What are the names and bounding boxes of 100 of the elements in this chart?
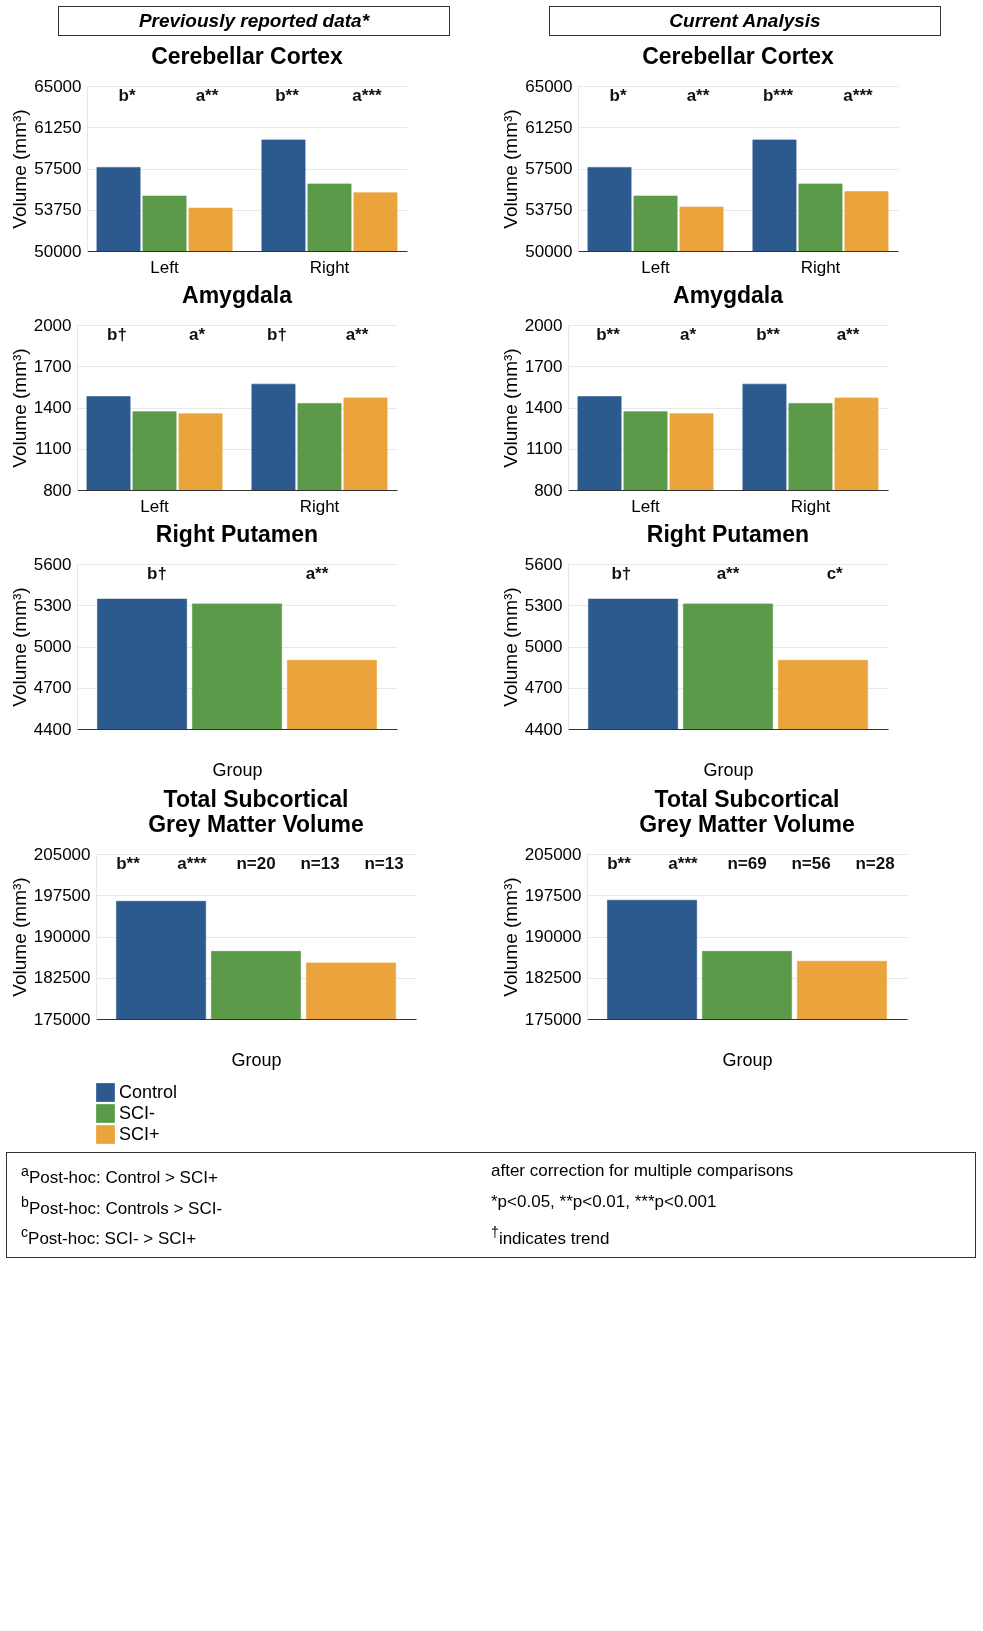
- y-axis-title: Volume (mm³): [9, 109, 31, 229]
- y-tick-label: 205000: [524, 844, 582, 864]
- y-tick-label: 1700: [33, 356, 72, 376]
- annotation: a***: [843, 86, 874, 105]
- y-tick-label: 175000: [33, 1009, 91, 1029]
- y-axis-title: Volume (mm³): [499, 877, 521, 997]
- y-tick-label: 50000: [525, 241, 573, 261]
- y-tick-label: 1100: [525, 439, 563, 459]
- x-tick-label: Left: [150, 257, 179, 277]
- annotation: a**: [716, 564, 740, 583]
- y-tick-label: 182500: [33, 968, 91, 988]
- annotation: c*: [826, 564, 844, 583]
- annotation: n=56: [791, 854, 831, 873]
- text: *p<0.05, **p<0.01, ***p<0.001: [491, 1190, 718, 1213]
- annotation: a**: [195, 86, 219, 105]
- y-tick-label: 5300: [33, 595, 72, 615]
- annotation: a*: [679, 325, 697, 344]
- legend-label: SCI+: [119, 1123, 160, 1144]
- chart-title: Cerebellar Cortex: [151, 43, 344, 69]
- y-tick-label: 57500: [525, 159, 573, 178]
- x-tick-label: Right: [299, 496, 340, 516]
- y-tick-label: 61250: [34, 117, 82, 137]
- y-axis-title: Volume (mm³): [8, 348, 30, 468]
- y-tick-label: 205000: [33, 844, 91, 864]
- y-tick-label: 5300: [524, 595, 563, 615]
- annotation: a***: [177, 854, 208, 873]
- y-tick-label: 4400: [524, 719, 563, 739]
- y-tick-label: 197500: [524, 885, 582, 905]
- y-tick-label: 4700: [524, 678, 563, 698]
- annotation: a*: [188, 325, 206, 344]
- y-tick-label: 57500: [34, 159, 82, 178]
- y-axis-title: Volume (mm³): [8, 587, 30, 707]
- annotation: b†: [107, 325, 127, 344]
- annotation: b†: [611, 564, 632, 583]
- x-tick-label: Left: [140, 496, 169, 516]
- annotation: n=69: [727, 854, 767, 873]
- text: $^{b}$Post-hoc: Controls > SCI-: [21, 1192, 224, 1220]
- text: $^{†}$indicates trend: [491, 1223, 611, 1250]
- y-tick-label: 800: [43, 480, 72, 500]
- chart-title: Total Subcortical Grey Matter Volume: [148, 786, 364, 837]
- x-axis-title: Group: [231, 1049, 282, 1070]
- x-axis-title: Group: [212, 759, 263, 780]
- chart-title: Right Putamen: [155, 521, 319, 547]
- y-tick-label: 53750: [34, 200, 82, 220]
- annotation: b†: [147, 564, 167, 583]
- legend-label: Control: [119, 1081, 178, 1102]
- x-tick-label: Left: [631, 496, 660, 516]
- y-tick-label: 1400: [33, 398, 72, 417]
- text: $^{c}$Post-hoc: SCI- > SCI+: [21, 1223, 198, 1250]
- annotation: a**: [305, 564, 329, 583]
- y-axis-title: Volume (mm³): [500, 109, 522, 229]
- y-tick-label: 5000: [524, 637, 563, 656]
- annotation: b**: [607, 854, 632, 873]
- text: after correction for multiple comparisons: [491, 1160, 795, 1182]
- x-axis-title: Group: [703, 759, 754, 780]
- annotation: b***: [762, 86, 794, 105]
- y-tick-label: 65000: [525, 76, 573, 96]
- y-tick-label: 175000: [524, 1009, 582, 1029]
- chart-title: Right Putamen: [646, 521, 810, 547]
- y-tick-label: 1400: [524, 398, 563, 417]
- chart-title: Cerebellar Cortex: [642, 43, 835, 69]
- y-tick-label: 1700: [524, 356, 563, 376]
- text: $^{a}$Post-hoc: Control > SCI+: [21, 1162, 219, 1189]
- x-tick-label: Left: [641, 257, 670, 277]
- annotation: n=13: [300, 854, 340, 873]
- legend-label: SCI-: [119, 1102, 156, 1123]
- y-tick-label: 4400: [33, 719, 72, 739]
- annotation: b**: [756, 325, 781, 344]
- y-tick-label: 2000: [33, 315, 72, 335]
- x-tick-label: Right: [790, 496, 831, 516]
- chart-title: Amygdala: [182, 282, 293, 308]
- annotation: b†: [267, 325, 287, 344]
- chart-title: Total Subcortical Grey Matter Volume: [639, 786, 855, 837]
- y-tick-label: 2000: [524, 315, 563, 335]
- annotation: a**: [686, 86, 710, 105]
- annotation: n=13: [364, 854, 404, 873]
- y-tick-label: 4700: [33, 678, 72, 698]
- chart-title: Amygdala: [673, 282, 784, 308]
- annotation: b*: [609, 86, 627, 105]
- annotation: a***: [668, 854, 699, 873]
- chart-subtitle: Previously reported data*: [58, 6, 450, 36]
- annotation: b*: [118, 86, 136, 105]
- annotation: b**: [275, 86, 300, 105]
- x-tick-label: Right: [309, 257, 350, 277]
- x-axis-title: Group: [722, 1049, 773, 1070]
- y-axis-title: Volume (mm³): [499, 348, 521, 468]
- y-tick-label: 197500: [33, 885, 91, 905]
- y-tick-label: 5000: [33, 637, 72, 656]
- x-tick-label: Right: [800, 257, 841, 277]
- annotation: a**: [836, 325, 860, 344]
- annotation: a**: [345, 325, 369, 344]
- chart-subtitle: Current Analysis: [549, 6, 941, 36]
- y-tick-label: 61250: [525, 117, 573, 137]
- y-tick-label: 50000: [34, 241, 82, 261]
- annotation: n=20: [236, 854, 276, 873]
- y-axis-title: Volume (mm³): [499, 587, 521, 707]
- y-tick-label: 800: [534, 480, 563, 500]
- annotation: b**: [116, 854, 141, 873]
- y-tick-label: 190000: [524, 927, 582, 946]
- y-tick-label: 1100: [34, 439, 72, 459]
